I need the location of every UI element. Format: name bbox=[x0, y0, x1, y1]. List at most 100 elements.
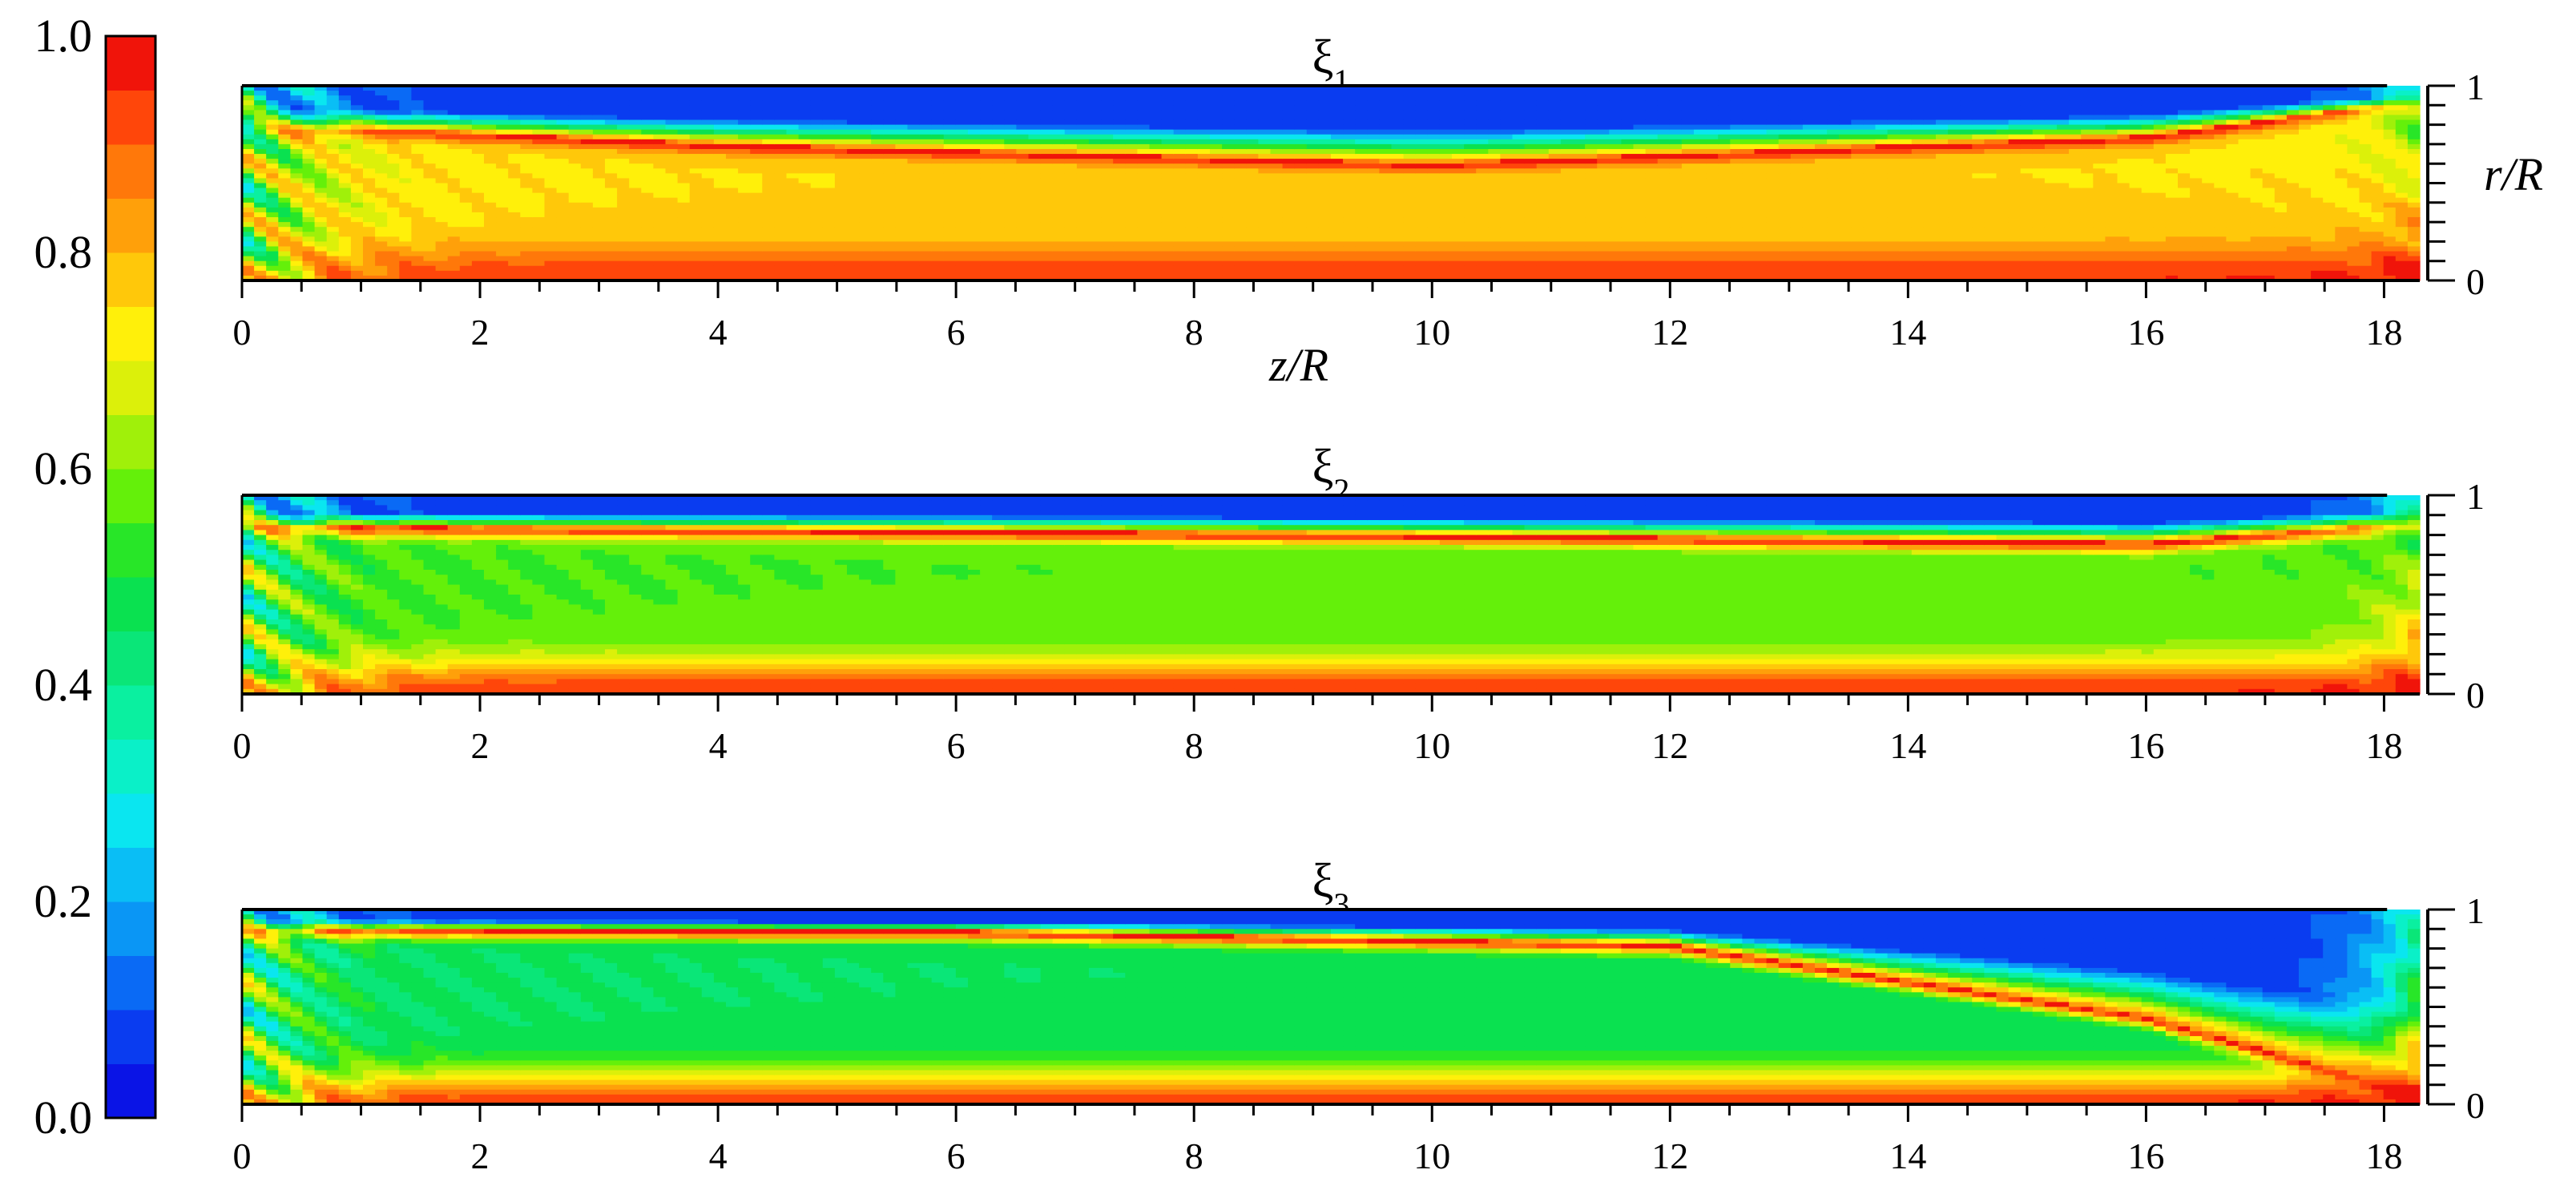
contour-cell bbox=[338, 100, 352, 106]
contour-cell bbox=[302, 91, 316, 96]
contour-cell bbox=[1149, 139, 1163, 145]
contour-cell bbox=[1391, 197, 1405, 204]
contour-cell bbox=[1318, 183, 1332, 189]
contour-cell bbox=[1415, 159, 1429, 164]
contour-cell bbox=[980, 159, 993, 164]
contour-cell bbox=[641, 119, 654, 126]
contour-cell bbox=[1028, 260, 1042, 267]
contour-cell bbox=[677, 241, 691, 248]
contour-cell bbox=[1113, 168, 1126, 174]
contour-cell bbox=[919, 139, 933, 145]
contour-cell bbox=[1609, 270, 1622, 276]
contour-cell bbox=[1101, 251, 1114, 257]
contour-cell bbox=[1621, 227, 1635, 232]
contour-cell bbox=[1488, 227, 1501, 232]
contour-cell bbox=[508, 143, 521, 150]
contour-cell bbox=[1597, 124, 1610, 131]
contour-cell bbox=[653, 143, 667, 150]
contour-cell bbox=[459, 124, 473, 131]
contour-cell bbox=[266, 95, 279, 101]
contour-cell bbox=[1657, 183, 1671, 189]
contour-cell bbox=[1258, 119, 1272, 126]
contour-cell bbox=[1343, 270, 1356, 276]
contour-cell bbox=[943, 188, 957, 194]
contour-cell bbox=[1028, 91, 1042, 96]
contour-cell bbox=[1016, 227, 1030, 232]
contour-cell bbox=[1052, 222, 1066, 228]
contour-cell bbox=[496, 236, 509, 242]
contour-cell bbox=[1258, 246, 1272, 252]
contour-cell bbox=[326, 91, 340, 96]
contour-cell bbox=[1669, 241, 1683, 248]
contour-cell bbox=[883, 251, 896, 257]
contour-cell bbox=[1125, 251, 1138, 257]
contour-cell bbox=[786, 91, 800, 96]
contour-cell bbox=[931, 115, 945, 121]
contour-cell bbox=[1585, 139, 1598, 145]
contour-cell bbox=[1052, 256, 1066, 262]
contour-cell bbox=[447, 192, 461, 199]
contour-cell bbox=[350, 154, 364, 159]
contour-cell bbox=[326, 275, 340, 281]
contour-cell bbox=[290, 260, 304, 267]
contour-cell bbox=[290, 143, 304, 150]
contour-cell bbox=[1718, 134, 1731, 140]
contour-cell bbox=[1512, 260, 1526, 267]
contour-cell bbox=[1137, 188, 1151, 194]
contour-cell bbox=[1415, 251, 1429, 257]
contour-cell bbox=[471, 217, 485, 223]
contour-cell bbox=[1694, 115, 1707, 121]
contour-cell bbox=[363, 260, 376, 267]
contour-cell bbox=[1149, 183, 1163, 189]
contour-cell bbox=[798, 163, 812, 169]
contour-cell bbox=[1355, 110, 1368, 116]
contour-cell bbox=[1197, 222, 1211, 228]
contour-cell bbox=[883, 236, 896, 242]
contour-cell bbox=[302, 129, 316, 135]
contour-cell bbox=[496, 91, 509, 96]
contour-cell bbox=[1718, 119, 1731, 126]
contour-cell bbox=[314, 251, 328, 257]
contour-cell bbox=[1185, 154, 1199, 159]
contour-cell bbox=[1367, 260, 1380, 267]
contour-cell bbox=[1040, 115, 1054, 121]
contour-cell bbox=[1730, 100, 1743, 106]
contour-cell bbox=[1524, 148, 1538, 155]
contour-cell bbox=[1694, 110, 1707, 116]
contour-cell bbox=[798, 168, 812, 174]
contour-cell bbox=[1548, 119, 1562, 126]
contour-cell bbox=[1681, 110, 1695, 116]
contour-cell bbox=[1149, 270, 1163, 276]
contour-cell bbox=[1621, 154, 1635, 159]
contour-cell bbox=[931, 143, 945, 150]
contour-cell bbox=[774, 192, 788, 199]
contour-cell bbox=[1258, 124, 1272, 131]
contour-cell bbox=[1452, 124, 1465, 131]
contour-cell bbox=[1633, 260, 1647, 267]
contour-cell bbox=[798, 159, 812, 164]
contour-cell bbox=[1500, 217, 1514, 223]
contour-cell bbox=[907, 154, 921, 159]
contour-cell bbox=[387, 124, 400, 131]
contour-cell bbox=[520, 270, 533, 276]
contour-cell bbox=[1694, 163, 1707, 169]
contour-cell bbox=[834, 232, 848, 237]
contour-cell bbox=[278, 173, 291, 180]
contour-cell bbox=[883, 217, 896, 223]
contour-cell bbox=[266, 100, 279, 106]
contour-cell bbox=[1573, 100, 1586, 106]
contour-cell bbox=[774, 188, 788, 194]
contour-cell bbox=[314, 159, 328, 164]
contour-cell bbox=[834, 124, 848, 131]
contour-cell bbox=[713, 124, 727, 131]
contour-cell bbox=[605, 168, 618, 174]
contour-cell bbox=[1403, 246, 1417, 252]
contour-cell bbox=[544, 241, 558, 248]
contour-cell bbox=[387, 119, 400, 126]
contour-cell bbox=[1052, 183, 1066, 189]
contour-cell bbox=[1197, 192, 1211, 199]
contour-cell bbox=[689, 236, 703, 242]
colorbar-swatch bbox=[106, 631, 155, 686]
contour-cell bbox=[1149, 110, 1163, 116]
contour-cell bbox=[1113, 129, 1126, 135]
